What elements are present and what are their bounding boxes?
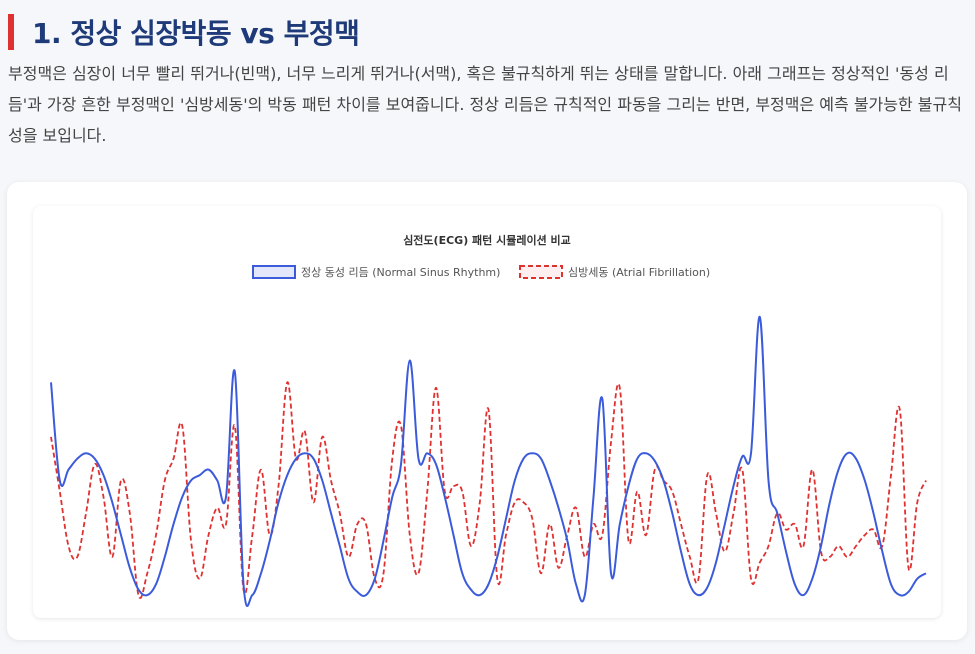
chart-container: 심전도(ECG) 패턴 시뮬레이션 비교 정상 동성 리듬 (Normal Si…: [33, 206, 941, 618]
series-line-normal: [50, 315, 927, 607]
chart-title: 심전도(ECG) 패턴 시뮬레이션 비교: [403, 233, 571, 247]
legend-swatch-afib: [519, 265, 563, 279]
page-description: 부정맥은 심장이 너무 빨리 뛰거나(빈맥), 너무 느리게 뛰거나(서맥), …: [8, 64, 962, 145]
legend-swatch-normal: [252, 265, 296, 279]
page-title: 1. 정상 심장박동 vs 부정맥: [32, 17, 360, 50]
ecg-chart: 심전도(ECG) 패턴 시뮬레이션 비교 정상 동성 리듬 (Normal Si…: [50, 233, 927, 607]
legend-item-afib[interactable]: 심방세동 (Atrial Fibrillation): [519, 265, 710, 279]
chart-card: 심전도(ECG) 패턴 시뮬레이션 비교 정상 동성 리듬 (Normal Si…: [7, 182, 967, 640]
series-line-afib: [50, 381, 927, 599]
legend-label-afib: 심방세동 (Atrial Fibrillation): [568, 266, 710, 279]
legend-item-normal[interactable]: 정상 동성 리듬 (Normal Sinus Rhythm): [252, 265, 500, 279]
heading-accent-bar: [8, 14, 14, 50]
plot-area: [50, 315, 927, 607]
chart-legend: 정상 동성 리듬 (Normal Sinus Rhythm) 심방세동 (Atr…: [252, 265, 710, 279]
heading-group: 1. 정상 심장박동 vs 부정맥: [8, 12, 360, 52]
legend-label-normal: 정상 동성 리듬 (Normal Sinus Rhythm): [301, 266, 500, 279]
